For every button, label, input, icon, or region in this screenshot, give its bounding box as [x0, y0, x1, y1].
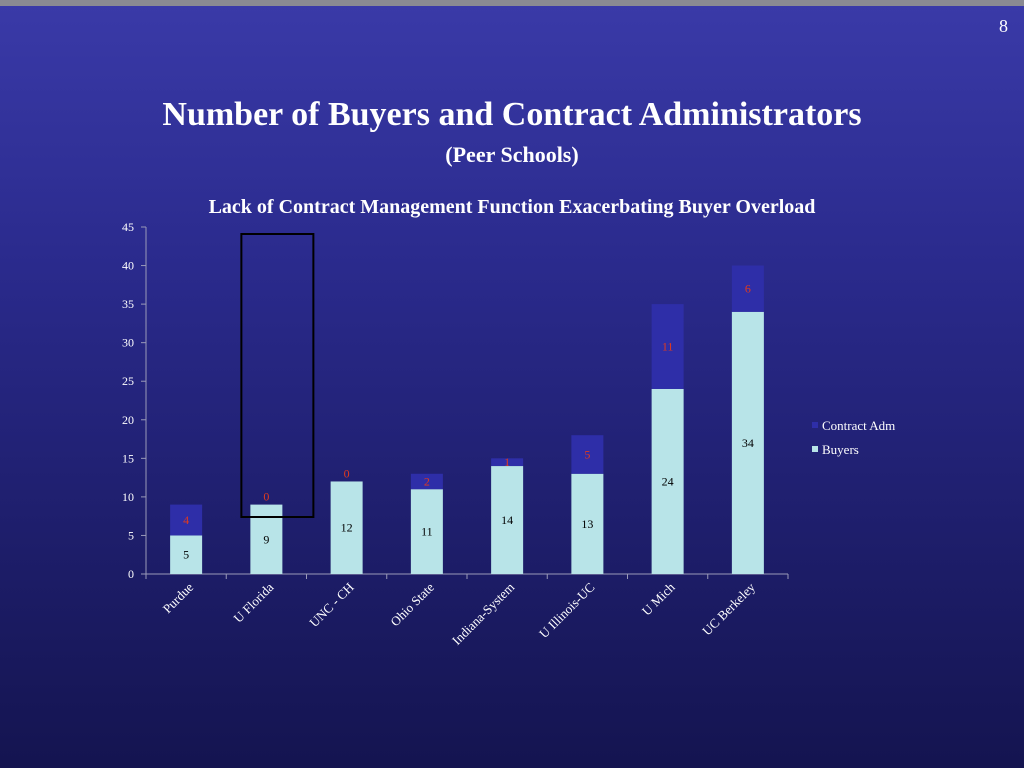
legend-swatch: [812, 422, 818, 428]
data-label-buyers: 14: [501, 513, 513, 527]
bar-contract-adm: [571, 435, 604, 474]
x-category-label: Purdue: [160, 579, 197, 616]
y-tick-label: 5: [128, 528, 134, 542]
x-category-label: Indiana-System: [449, 580, 517, 648]
x-category-label: U Mich: [639, 579, 678, 618]
x-category-label: U Florida: [230, 579, 276, 625]
top-border-bar: [0, 0, 1024, 6]
chart-title: Lack of Contract Management Function Exa…: [208, 196, 816, 218]
bar-buyers: [410, 489, 443, 574]
data-label-buyers: 24: [662, 474, 674, 488]
data-label-contract-adm: 11: [662, 340, 674, 354]
x-category-label: UC Berkeley: [699, 579, 758, 638]
slide-subtitle: (Peer Schools): [445, 142, 579, 167]
page-number: 8: [999, 16, 1008, 36]
bar-buyers: [491, 466, 524, 574]
x-category-label: UNC - CH: [306, 580, 356, 630]
highlight-box: [240, 233, 315, 518]
y-tick-label: 35: [122, 297, 134, 311]
bar-contract-adm: [651, 304, 684, 389]
data-label-buyers: 5: [183, 548, 189, 562]
y-tick-label: 40: [122, 259, 134, 273]
legend-label: Buyers: [822, 442, 859, 457]
bar-buyers: [170, 535, 203, 574]
x-category-label: Ohio State: [387, 579, 437, 629]
data-label-buyers: 9: [263, 532, 269, 546]
y-tick-label: 30: [122, 336, 134, 350]
y-tick-label: 0: [128, 567, 134, 581]
bar-contract-adm: [170, 504, 203, 536]
data-label-buyers: 13: [581, 517, 593, 531]
data-label-contract-adm: 5: [584, 447, 590, 461]
data-label-contract-adm: 0: [263, 490, 269, 504]
data-label-contract-adm: 2: [424, 474, 430, 488]
data-label-contract-adm: 4: [183, 513, 189, 527]
data-label-buyers: 12: [341, 521, 353, 535]
legend-swatch: [812, 446, 818, 452]
bar-contract-adm: [410, 473, 443, 490]
data-label-contract-adm: 0: [344, 466, 350, 480]
bar-buyers: [330, 481, 363, 574]
data-label-buyers: 11: [421, 525, 433, 539]
y-tick-label: 20: [122, 413, 134, 427]
bar-contract-adm: [491, 458, 524, 467]
x-category-label: U Illinois-UC: [536, 580, 597, 641]
bar-buyers: [731, 311, 764, 574]
slide-title: Number of Buyers and Contract Administra…: [162, 96, 862, 133]
data-label-contract-adm: 1: [504, 455, 510, 469]
bar-contract-adm: [731, 265, 764, 312]
data-label-buyers: 34: [742, 436, 754, 450]
bar-buyers: [571, 473, 604, 574]
data-label-contract-adm: 6: [745, 282, 751, 296]
y-tick-label: 25: [122, 374, 134, 388]
bar-buyers: [651, 388, 684, 574]
y-tick-label: 15: [122, 451, 134, 465]
y-tick-label: 10: [122, 490, 134, 504]
y-tick-label: 45: [122, 220, 134, 234]
legend-label: Contract Adm: [822, 418, 895, 433]
